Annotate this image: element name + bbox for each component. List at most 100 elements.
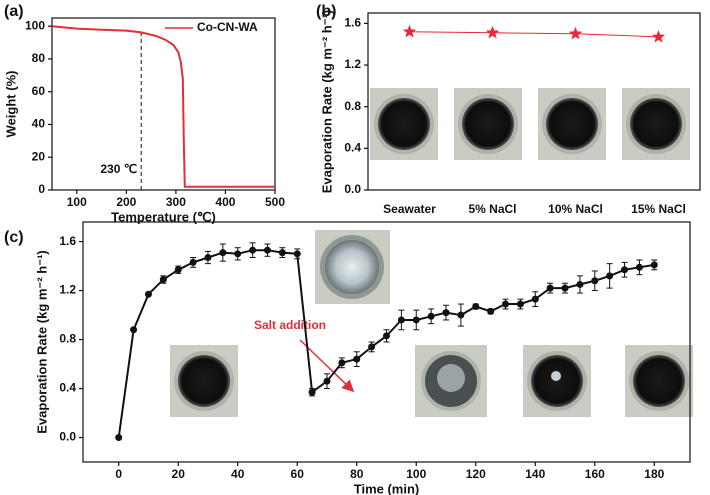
y-tick-label: 1.6 (59, 234, 76, 248)
point (338, 359, 346, 367)
point (412, 316, 420, 324)
point (204, 254, 212, 262)
point (144, 290, 152, 298)
x-tick-label: 400 (215, 195, 235, 209)
arrow (299, 339, 355, 393)
y-tick-label: 1.2 (344, 57, 361, 71)
y-tick-label: 20 (32, 149, 46, 163)
point (353, 355, 361, 363)
x-tick-label: 100 (67, 195, 87, 209)
point (531, 295, 539, 303)
star-marker (651, 29, 666, 43)
x-tick-label: 160 (585, 467, 605, 481)
star-marker (402, 24, 417, 38)
point (576, 280, 584, 288)
point (278, 249, 286, 257)
point (293, 250, 301, 258)
point (546, 284, 554, 292)
y-tick-label: 0.0 (59, 430, 76, 444)
plot-frame (51, 17, 276, 191)
x-tick-label: 200 (116, 195, 136, 209)
point (472, 302, 480, 310)
x-tick-label: 20 (172, 467, 186, 481)
photo (622, 88, 690, 160)
photo (415, 345, 487, 417)
point (308, 388, 316, 396)
point (383, 332, 390, 340)
point (174, 266, 182, 274)
plot-frame (82, 221, 691, 463)
photo (370, 88, 438, 160)
point (368, 343, 376, 351)
x-axis-label: Temperature (℃) (111, 209, 216, 224)
point (591, 277, 599, 285)
y-tick-label: 40 (32, 117, 46, 131)
point (323, 377, 331, 385)
photo (625, 345, 693, 417)
y-tick-label: 0.0 (344, 182, 361, 196)
point (442, 309, 450, 317)
x-tick-label: 10% NaCl (548, 202, 603, 216)
star-marker (485, 25, 500, 39)
x-tick-label: 80 (350, 467, 364, 481)
series-line (409, 31, 659, 38)
y-tick-label: 60 (32, 84, 46, 98)
point (249, 246, 257, 254)
y-tick-label: 0 (38, 182, 45, 196)
point (502, 300, 510, 308)
x-tick-label: Seawater (383, 202, 436, 216)
photos (170, 88, 693, 417)
x-tick-label: 180 (644, 467, 664, 481)
annotation: Salt addition (254, 318, 326, 332)
point (650, 261, 658, 269)
point (159, 276, 167, 284)
photo (315, 230, 390, 304)
y-tick-label: 100 (25, 18, 45, 32)
y-tick-label: 0.8 (59, 332, 76, 346)
point (561, 284, 569, 292)
point (621, 266, 629, 274)
y-tick-label: 0.8 (344, 99, 361, 113)
y-tick-label: 1.6 (344, 16, 361, 30)
photo (454, 88, 522, 160)
x-tick-label: 15% NaCl (631, 202, 686, 216)
photo (170, 345, 238, 417)
y-tick-label: 1.2 (59, 283, 76, 297)
point (115, 434, 123, 442)
x-tick-label: 140 (525, 467, 545, 481)
y-axis-label: Evaporation Rate (kg m⁻² h⁻¹) (34, 250, 49, 433)
star-marker (568, 26, 583, 40)
point (219, 249, 227, 257)
plot-frame (367, 12, 701, 191)
point (606, 272, 614, 280)
point (397, 316, 405, 324)
point (130, 326, 138, 334)
legend-label: Co-CN-WA (197, 20, 258, 34)
photo (538, 88, 606, 160)
x-tick-label: 0 (115, 467, 122, 481)
photo (523, 345, 591, 417)
point (457, 311, 465, 319)
x-tick-label: 60 (291, 467, 305, 481)
x-axis-label: Time (min) (354, 481, 420, 495)
point (234, 250, 242, 258)
point (516, 300, 524, 308)
point (263, 246, 271, 254)
y-axis-label: Evaporation Rate (kg m⁻² h⁻¹) (319, 10, 334, 193)
point (635, 263, 643, 271)
y-axis-label: Weight (%) (3, 71, 18, 138)
point (189, 258, 197, 266)
x-tick-label: 300 (166, 195, 186, 209)
x-tick-label: 5% NaCl (468, 202, 516, 216)
x-tick-label: 40 (231, 467, 245, 481)
y-tick-label: 0.4 (344, 141, 361, 155)
panel-label: (b) (316, 3, 336, 20)
x-tick-label: 120 (466, 467, 486, 481)
annotation: 230 ℃ (100, 162, 137, 176)
x-tick-label: 500 (265, 195, 285, 209)
x-tick-label: 100 (406, 467, 426, 481)
point (427, 312, 435, 320)
y-tick-label: 0.4 (59, 381, 76, 395)
y-tick-label: 80 (32, 51, 46, 65)
